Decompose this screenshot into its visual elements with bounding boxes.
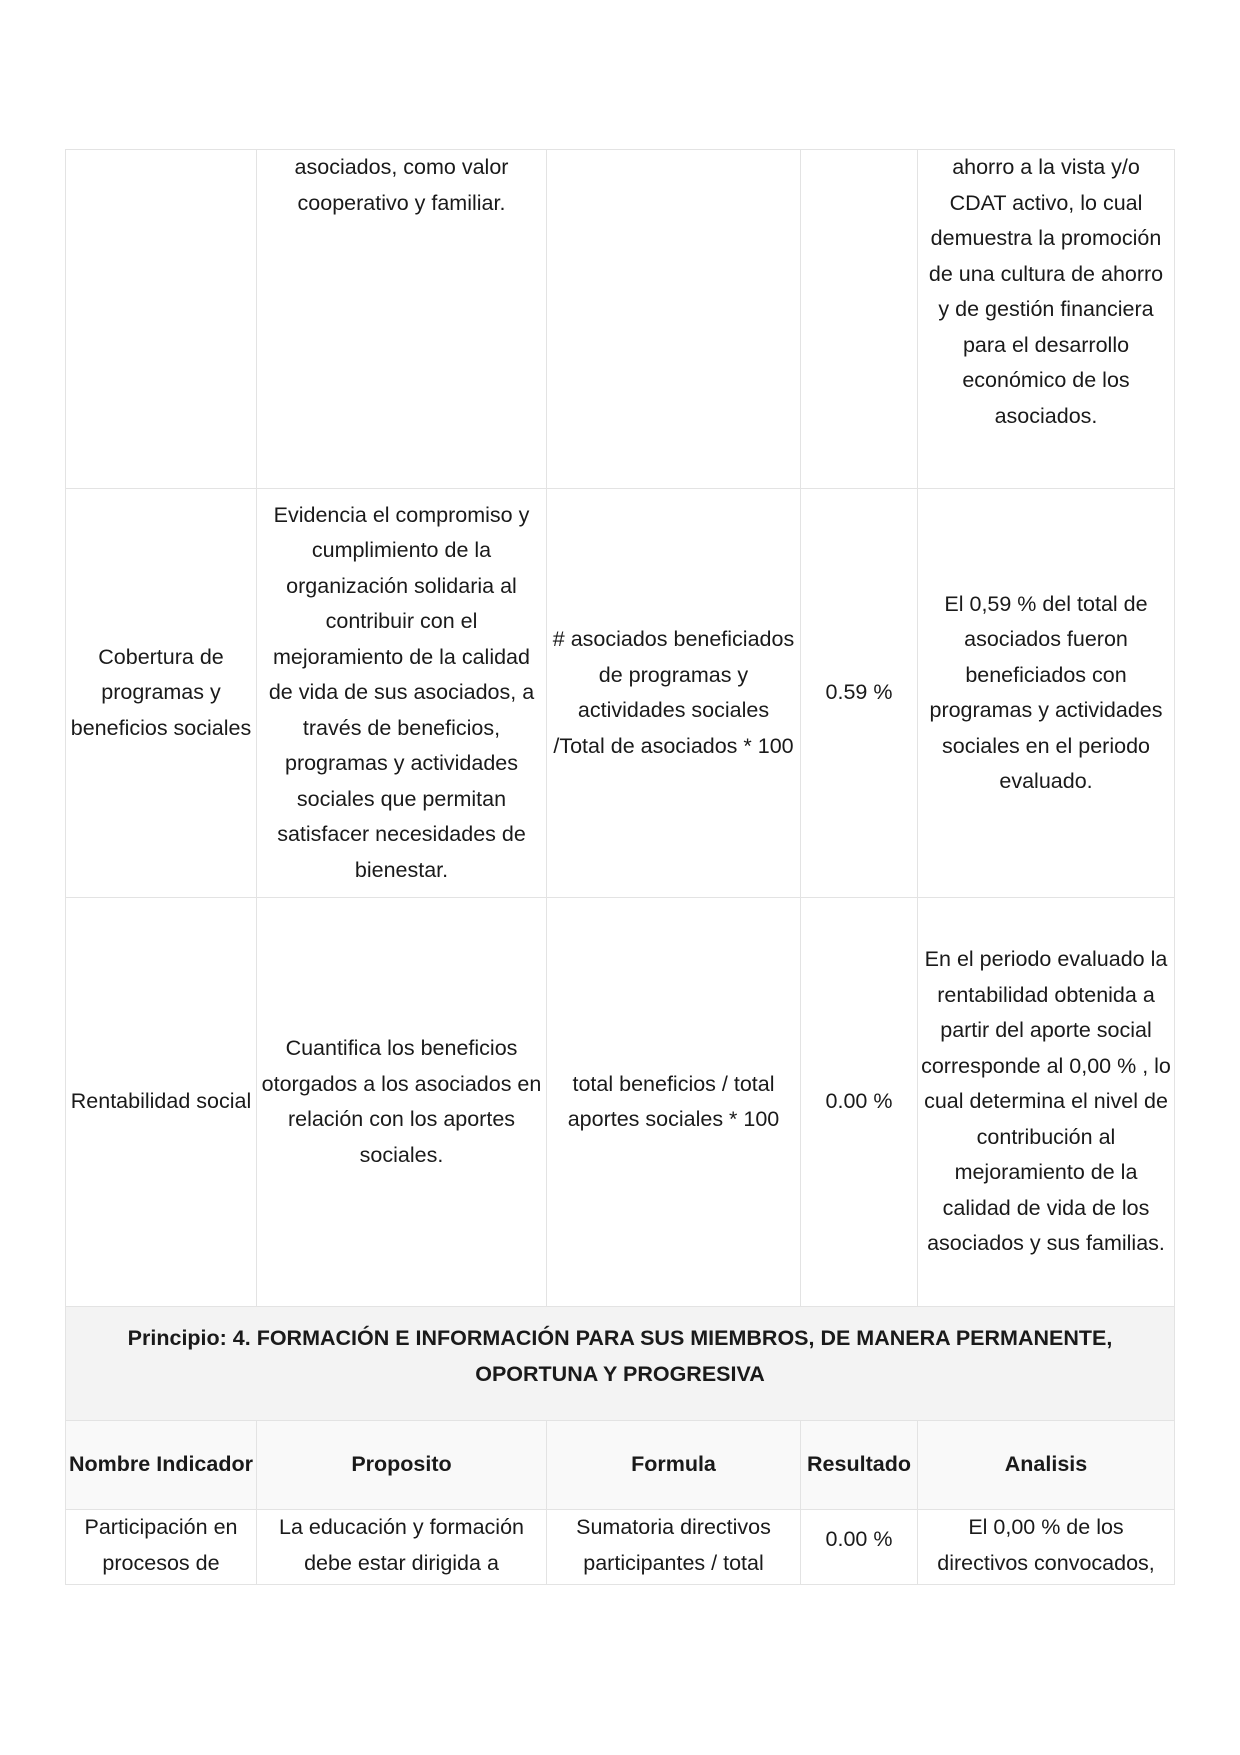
header-resultado: Resultado [800, 1420, 918, 1510]
header-analisis: Analisis [917, 1420, 1175, 1510]
table-row: Participación en procesos de La educació… [65, 1509, 1175, 1585]
cell-proposito: Cuantifica los beneficios otorgados a lo… [256, 897, 547, 1307]
table-row: Rentabilidad social Cuantifica los benef… [65, 897, 1175, 1307]
cell-resultado: 0.00 % [800, 897, 918, 1307]
header-nombre: Nombre Indicador [65, 1420, 257, 1510]
cell-resultado: 0.59 % [800, 488, 918, 898]
cell-nombre: Participación en procesos de [65, 1509, 257, 1585]
cell-formula: # asociados beneficiados de programas y … [546, 488, 801, 898]
principle-heading: Principio: 4. FORMACIÓN E INFORMACIÓN PA… [65, 1306, 1175, 1421]
header-row: Nombre Indicador Proposito Formula Resul… [65, 1420, 1175, 1510]
cell-proposito: La educación y formación debe estar diri… [256, 1509, 547, 1585]
principle-row: Principio: 4. FORMACIÓN E INFORMACIÓN PA… [65, 1306, 1175, 1421]
cell-proposito: asociados, como valor cooperativo y fami… [256, 149, 547, 489]
cell-formula: total beneficios / total aportes sociale… [546, 897, 801, 1307]
header-proposito: Proposito [256, 1420, 547, 1510]
cell-analisis: En el periodo evaluado la rentabilidad o… [917, 897, 1175, 1307]
cell-analisis: ahorro a la vista y/o CDAT activo, lo cu… [917, 149, 1175, 489]
cell-proposito: Evidencia el compromiso y cumplimiento d… [256, 488, 547, 898]
cell-formula [546, 149, 801, 489]
indicators-table: asociados, como valor cooperativo y fami… [65, 149, 1175, 1585]
cell-formula: Sumatoria directivos participantes / tot… [546, 1509, 801, 1585]
table-row: asociados, como valor cooperativo y fami… [65, 149, 1175, 489]
cell-nombre: Rentabilidad social [65, 897, 257, 1307]
cell-nombre [65, 149, 257, 489]
table-row: Cobertura de programas y beneficios soci… [65, 488, 1175, 898]
cell-resultado [800, 149, 918, 489]
header-formula: Formula [546, 1420, 801, 1510]
cell-nombre: Cobertura de programas y beneficios soci… [65, 488, 257, 898]
cell-analisis: El 0,00 % de los directivos convocados, [917, 1509, 1175, 1585]
cell-resultado: 0.00 % [800, 1509, 918, 1585]
cell-analisis: El 0,59 % del total de asociados fueron … [917, 488, 1175, 898]
